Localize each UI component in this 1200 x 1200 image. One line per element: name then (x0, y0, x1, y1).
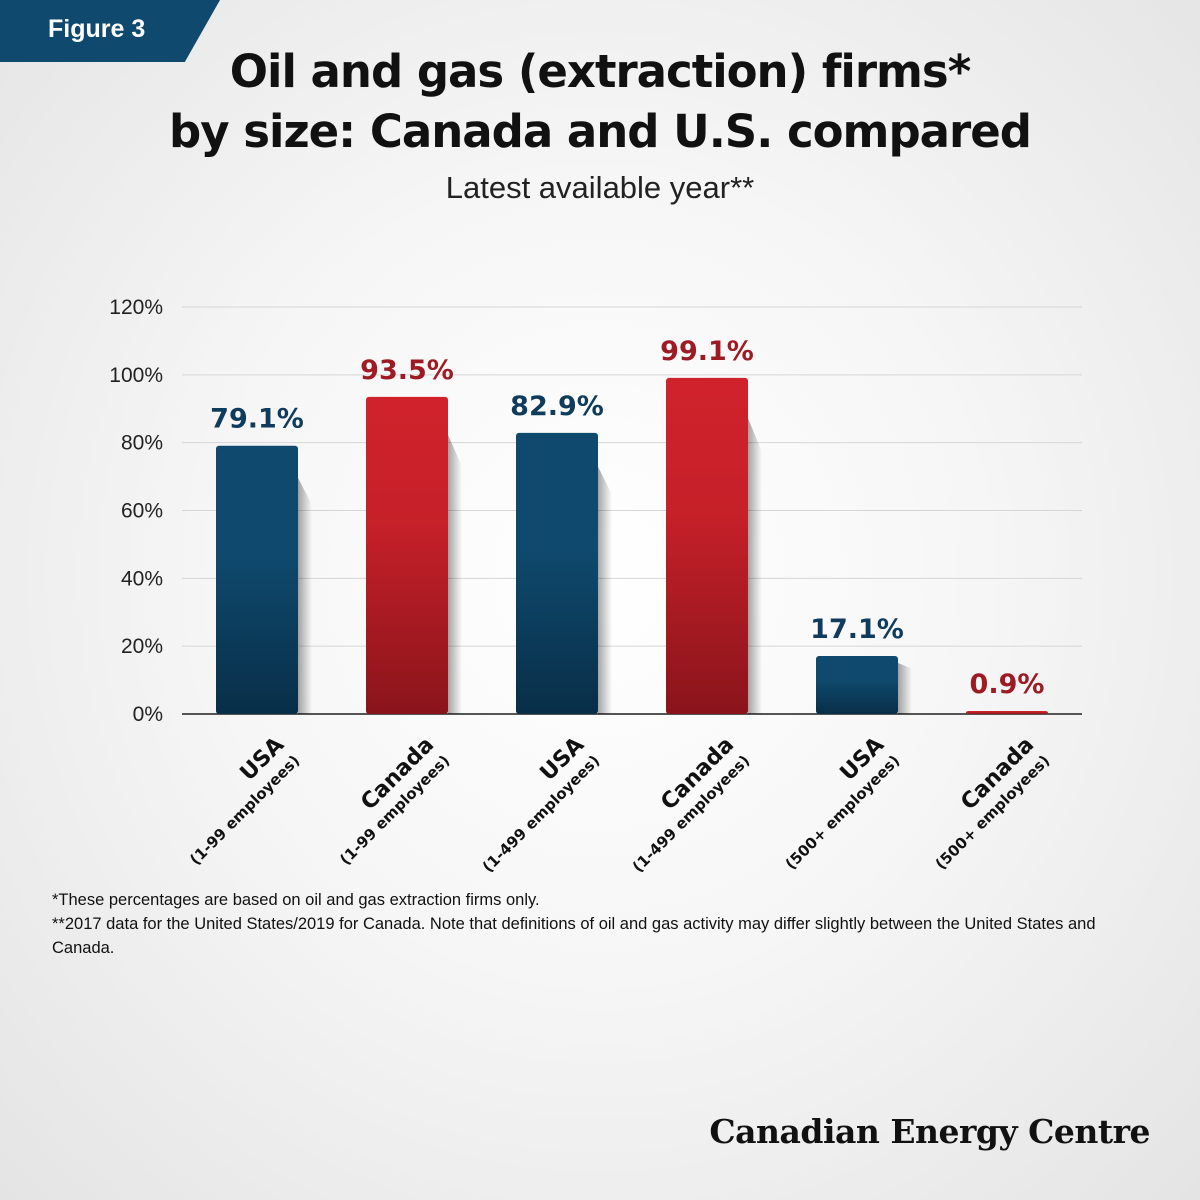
chart-title: Oil and gas (extraction) firms* by size:… (0, 42, 1200, 162)
figure-label: Figure 3 (48, 15, 146, 43)
value-label: 93.5% (360, 355, 454, 386)
bar-shadow (748, 418, 762, 714)
chart-subtitle: Latest available year** (445, 170, 755, 205)
y-tick-label: 0% (133, 703, 163, 726)
y-tick-label: 20% (121, 635, 163, 658)
x-category-label: USA(500+ employees) (782, 732, 904, 873)
x-category-label: Canada(1-499 employees) (629, 732, 753, 876)
value-label: 99.1% (660, 336, 754, 367)
value-labels: 79.1% 93.5% 82.9% 99.1% 17.1% 0.9% (210, 336, 1044, 700)
footnote-2: **2017 data for the United States/2019 f… (52, 915, 1096, 957)
bars (216, 377, 1048, 714)
x-axis-categories: USA(1-99 employees) Canada(1-99 employees… (186, 732, 1054, 876)
x-category-label: USA(1-499 employees) (479, 732, 603, 876)
y-tick-label: 60% (121, 500, 163, 523)
bar-usa (516, 432, 598, 714)
bar-shadows (298, 418, 912, 714)
x-category-label: Canada(1-99 employees) (336, 732, 453, 868)
footnote-1: *These percentages are based on oil and … (52, 891, 540, 909)
bar-canada (366, 396, 448, 714)
chart-title-line-1: Oil and gas (extraction) firms* (229, 45, 971, 98)
x-category-label: Canada(500+ employees) (932, 732, 1054, 873)
brand-logo: Canadian Energy Centre (709, 1112, 1150, 1151)
bar-shadow (598, 466, 612, 714)
y-axis-ticks: 0% 20% 40% 60% 80% 100% 120% (109, 296, 163, 726)
chart-title-line-2: by size: Canada and U.S. compared (169, 105, 1032, 158)
y-tick-label: 100% (109, 364, 163, 387)
x-category-label: USA(1-99 employees) (186, 732, 303, 868)
value-label: 0.9% (970, 669, 1045, 700)
y-tick-label: 80% (121, 432, 163, 455)
bar-shadow (898, 662, 912, 714)
bar-shadow (298, 477, 312, 714)
bar-canada (666, 377, 748, 714)
grid-lines (182, 306, 1082, 715)
bar-usa (216, 445, 298, 714)
y-tick-label: 40% (121, 567, 163, 590)
figure-label-tab: Figure 3 (0, 0, 220, 62)
value-label: 82.9% (510, 391, 604, 422)
value-label: 79.1% (210, 404, 304, 435)
bar-chart: 79.1% 93.5% 82.9% 99.1% 17.1% 0.9% 0% 20% 40% 60… (109, 296, 1082, 876)
footnotes: *These percentages are based on oil and … (52, 888, 1152, 960)
y-tick-label: 120% (109, 296, 163, 319)
value-label: 17.1% (810, 614, 904, 645)
bar-usa (816, 656, 898, 714)
bar-shadow (448, 434, 462, 714)
bar-canada (966, 710, 1048, 714)
